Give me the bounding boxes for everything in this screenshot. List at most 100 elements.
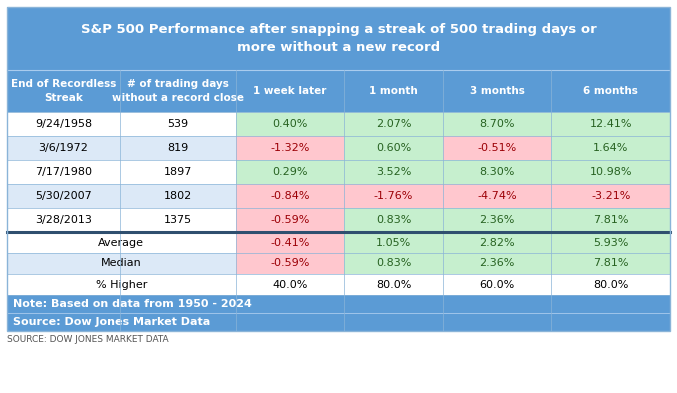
Text: 80.0%: 80.0% <box>376 279 411 290</box>
Bar <box>551 160 670 184</box>
Bar <box>551 136 670 160</box>
Text: 6 months: 6 months <box>583 86 638 96</box>
Text: S&P 500 Performance after snapping a streak of 500 trading days or: S&P 500 Performance after snapping a str… <box>81 23 596 36</box>
Bar <box>344 274 443 295</box>
Bar <box>551 184 670 208</box>
Text: Median: Median <box>101 259 141 268</box>
Bar <box>443 208 551 232</box>
Bar <box>551 253 670 274</box>
Text: -0.59%: -0.59% <box>270 259 309 268</box>
Bar <box>236 232 344 253</box>
Text: SOURCE: DOW JONES MARKET DATA: SOURCE: DOW JONES MARKET DATA <box>7 335 169 344</box>
Bar <box>443 274 551 295</box>
Bar <box>236 160 344 184</box>
Text: 539: 539 <box>167 119 188 129</box>
Text: -0.59%: -0.59% <box>270 215 309 225</box>
Text: Average: Average <box>98 237 144 248</box>
Text: 1.05%: 1.05% <box>376 237 411 248</box>
Bar <box>236 274 344 295</box>
Text: 1375: 1375 <box>164 215 192 225</box>
Text: without a record close: without a record close <box>112 93 244 103</box>
Bar <box>7 70 670 112</box>
Text: more without a new record: more without a new record <box>237 41 440 54</box>
Bar <box>7 136 670 160</box>
Text: 2.36%: 2.36% <box>479 259 515 268</box>
Bar <box>7 184 670 208</box>
Bar <box>7 274 670 295</box>
Bar <box>344 184 443 208</box>
Text: 1897: 1897 <box>164 167 192 177</box>
Bar <box>236 136 344 160</box>
Text: Source: Dow Jones Market Data: Source: Dow Jones Market Data <box>13 317 211 327</box>
Text: -1.76%: -1.76% <box>374 191 413 201</box>
Bar <box>551 208 670 232</box>
Bar <box>236 184 344 208</box>
Bar <box>7 7 670 70</box>
Bar <box>7 208 670 232</box>
Text: 2.07%: 2.07% <box>376 119 412 129</box>
Text: 3.52%: 3.52% <box>376 167 411 177</box>
Text: -0.41%: -0.41% <box>270 237 309 248</box>
Text: 12.41%: 12.41% <box>590 119 632 129</box>
Text: 0.60%: 0.60% <box>376 143 411 153</box>
Bar <box>344 136 443 160</box>
Bar <box>443 136 551 160</box>
Text: 60.0%: 60.0% <box>480 279 515 290</box>
Bar <box>551 274 670 295</box>
Text: -0.84%: -0.84% <box>270 191 309 201</box>
Text: 1.64%: 1.64% <box>593 143 628 153</box>
Bar <box>344 160 443 184</box>
Bar <box>443 184 551 208</box>
Bar <box>7 160 670 184</box>
Text: 2.36%: 2.36% <box>479 215 515 225</box>
Text: 819: 819 <box>167 143 188 153</box>
Text: 7.81%: 7.81% <box>593 259 628 268</box>
Text: 8.70%: 8.70% <box>479 119 515 129</box>
Text: 3/6/1972: 3/6/1972 <box>39 143 88 153</box>
Bar <box>344 112 443 136</box>
Bar <box>443 112 551 136</box>
Text: 3/28/2013: 3/28/2013 <box>35 215 92 225</box>
Bar <box>443 160 551 184</box>
Bar <box>7 295 670 331</box>
Text: 0.83%: 0.83% <box>376 215 411 225</box>
Bar <box>443 232 551 253</box>
Text: 7/17/1980: 7/17/1980 <box>35 167 92 177</box>
Bar <box>344 208 443 232</box>
Text: 1 week later: 1 week later <box>253 86 326 96</box>
Bar <box>551 112 670 136</box>
Bar <box>236 112 344 136</box>
Bar <box>344 232 443 253</box>
Bar <box>7 112 670 136</box>
Text: 0.83%: 0.83% <box>376 259 411 268</box>
Text: 5.93%: 5.93% <box>593 237 628 248</box>
Text: 5/30/2007: 5/30/2007 <box>35 191 91 201</box>
Bar <box>344 253 443 274</box>
Text: -1.32%: -1.32% <box>270 143 309 153</box>
Text: -4.74%: -4.74% <box>477 191 517 201</box>
Bar <box>551 232 670 253</box>
Text: 1802: 1802 <box>164 191 192 201</box>
Text: 80.0%: 80.0% <box>593 279 628 290</box>
Text: 10.98%: 10.98% <box>590 167 632 177</box>
Text: -3.21%: -3.21% <box>591 191 630 201</box>
Text: 7.81%: 7.81% <box>593 215 628 225</box>
Text: Streak: Streak <box>44 93 83 103</box>
Text: 9/24/1958: 9/24/1958 <box>35 119 92 129</box>
Bar <box>7 232 670 253</box>
Text: 8.30%: 8.30% <box>479 167 515 177</box>
Bar <box>236 208 344 232</box>
Text: 2.82%: 2.82% <box>479 237 515 248</box>
Bar <box>7 7 670 331</box>
Bar <box>443 253 551 274</box>
Text: Note: Based on data from 1950 - 2024: Note: Based on data from 1950 - 2024 <box>13 299 252 309</box>
Text: 40.0%: 40.0% <box>272 279 307 290</box>
Bar <box>236 253 344 274</box>
Text: % Higher: % Higher <box>95 279 147 290</box>
Text: 0.40%: 0.40% <box>272 119 307 129</box>
Text: 3 months: 3 months <box>470 86 525 96</box>
Text: -0.51%: -0.51% <box>478 143 517 153</box>
Text: 0.29%: 0.29% <box>272 167 307 177</box>
Text: End of Recordless: End of Recordless <box>11 79 116 89</box>
Bar <box>7 253 670 274</box>
